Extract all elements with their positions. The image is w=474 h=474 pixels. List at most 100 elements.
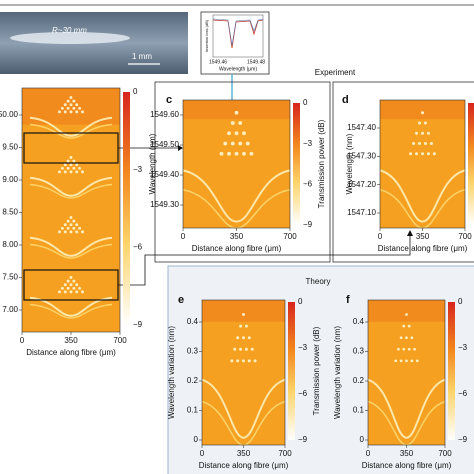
heatmap-spot [409,152,413,156]
heatmap-spot [244,324,248,328]
heatmap-spot [247,359,251,363]
x-tick-label: 700 [283,232,297,241]
heatmap-spot [236,336,240,340]
y-tick-label: 7.00 [2,305,18,314]
heatmap-spot [407,324,411,328]
heatmap-spot [69,290,73,294]
x-tick-label: 350 [230,232,244,241]
heatmap-spot [244,347,248,351]
inset-curve [212,18,264,46]
heatmap-spot [75,170,79,174]
y-tick-label: 9.00 [2,175,18,184]
heatmap-spot [402,347,406,351]
heatmap-spot [72,159,76,163]
heatmap-spot [60,286,64,290]
heatmap-spot [66,286,70,290]
heatmap-band [182,169,291,223]
photo-fibre [10,32,130,44]
panel-letter: f [346,294,350,306]
heatmap-spot [75,163,79,167]
heatmap-spot [63,290,67,294]
heatmap-spot [405,336,408,340]
colorbar-tick-label: −3 [303,139,313,148]
heatmap-top [183,100,290,120]
colorbar-label: Transmission power (dB) [312,326,321,415]
heatmap-spot [69,110,73,114]
heatmap-spot [81,230,84,234]
heatmap-spot [66,219,70,223]
colorbar-tick-label: 0 [458,297,463,306]
x-tick-label: 350 [64,336,78,345]
heatmap-spot [60,106,64,110]
heatmap [202,300,285,445]
colorbar-tick-label: −3 [133,165,143,174]
panel-letter: e [178,294,184,306]
theory-label: Theory [306,277,331,286]
colorbar-tick-label: −3 [298,343,308,352]
heatmap-spot [230,359,234,363]
x-tick-label: 0 [200,449,205,458]
heatmap-spot [417,121,422,125]
heatmap-spot [242,313,245,316]
y-tick-label: 1549.40 [150,170,179,179]
heatmap-spot [234,131,239,136]
heatmap-spot [69,223,73,227]
y-axis-label: Wavelength variation (nm) [167,326,176,419]
heatmap-spot [234,151,239,156]
heatmap-spot [249,151,254,156]
y-tick-label: 1547.10 [347,208,376,217]
heatmap-spot [58,110,61,114]
heatmap-spot [75,110,79,114]
inset-x-label: Wavelength (μm) [219,66,257,72]
heatmap-spot [410,359,414,363]
heatmap-spot [227,131,231,136]
heatmap-band [29,183,113,199]
heatmap-spot [402,324,406,328]
heatmap-top [380,100,465,120]
x-tick-label: 0 [181,232,186,241]
x-tick-label: 700 [438,449,452,458]
x-tick-label: 700 [113,336,127,345]
x-tick-label: 0 [20,336,25,345]
x-axis-label: Distance along fibre (μm) [199,461,289,470]
colorbar-tick-label: 0 [298,297,303,306]
heatmap [183,100,290,228]
heatmap-spot [66,106,70,110]
colorbar-tick-label: −3 [458,343,468,352]
panel-frame [154,81,331,263]
arrow-head [178,145,183,151]
heatmap-spot [238,121,243,125]
heatmap-spot [413,347,416,351]
heatmap-spot [238,141,243,146]
x-tick-label: 350 [237,449,251,458]
heatmap-spot [242,336,245,340]
heatmap-spot [412,141,416,146]
heatmap-spot [230,141,235,146]
arrow-head [407,230,413,236]
heatmap-band [29,243,113,259]
heatmap-spot [415,152,419,156]
heatmap-spot [63,283,67,287]
x-axis-label: Distance along fibre (μm) [192,244,282,253]
heatmap-spot [219,151,224,156]
heatmap-spot [69,156,73,159]
x-tick-label: 0 [366,449,371,458]
heatmap-spot [66,99,70,103]
heatmap-spot [415,359,419,363]
heatmap-spot [233,347,237,351]
heatmap-spot [60,166,64,170]
heatmap-top [202,300,285,322]
heatmap-spot [253,359,257,363]
heatmap-spot [72,166,76,170]
colorbar-label: Transmission power (dB) [317,119,326,208]
heatmap-spot [66,226,70,230]
y-tick-label: 0 [360,435,365,444]
colorbar-tick-label: −6 [133,242,143,251]
heatmap-spot [63,223,67,227]
heatmap-spot [72,99,76,103]
heatmap-spot [423,141,428,146]
heatmap-spot [81,110,84,114]
heatmap-spot [405,359,408,363]
x-tick-label: 700 [278,449,292,458]
heatmap-spot [78,226,82,230]
